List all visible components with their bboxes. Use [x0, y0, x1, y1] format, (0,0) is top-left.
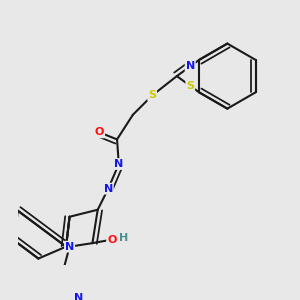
Text: N: N	[186, 61, 195, 71]
Text: H: H	[119, 233, 129, 243]
Text: S: S	[186, 81, 194, 91]
Text: O: O	[107, 235, 116, 244]
Text: N: N	[103, 184, 113, 194]
Text: O: O	[95, 128, 104, 137]
Text: N: N	[65, 242, 74, 252]
Text: N: N	[114, 159, 123, 169]
Text: S: S	[148, 91, 156, 100]
Text: N: N	[74, 292, 83, 300]
